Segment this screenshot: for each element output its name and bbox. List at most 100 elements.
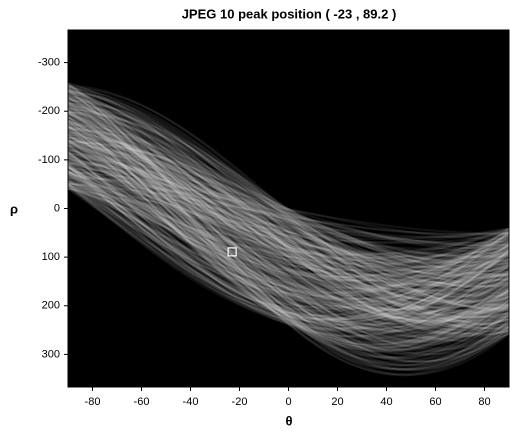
hough-curve bbox=[68, 176, 509, 255]
hough-curve bbox=[68, 129, 509, 301]
hough-curve bbox=[68, 126, 509, 298]
hough-curve bbox=[68, 92, 509, 340]
hough-curve bbox=[68, 161, 509, 264]
hough-curve bbox=[68, 127, 509, 290]
hough-curve bbox=[68, 106, 509, 320]
hough-curve bbox=[68, 162, 509, 287]
hough-curve bbox=[68, 133, 509, 288]
hough-curve bbox=[68, 101, 509, 344]
hough-curve bbox=[68, 105, 509, 312]
y-tick-label: 0 bbox=[54, 202, 60, 214]
hough-curve bbox=[68, 144, 509, 283]
hough-curve bbox=[68, 186, 509, 297]
hough-curve bbox=[68, 132, 509, 316]
hough-curve bbox=[68, 119, 509, 326]
hough-curve bbox=[68, 125, 509, 328]
y-tick-label: -200 bbox=[38, 105, 60, 117]
hough-curve bbox=[68, 85, 509, 337]
hough-curve bbox=[68, 97, 509, 328]
hough-curve bbox=[68, 167, 509, 290]
hough-curve bbox=[68, 138, 509, 326]
hough-curve bbox=[68, 138, 509, 330]
hough-curve bbox=[68, 140, 509, 293]
hough-curve bbox=[68, 156, 509, 283]
hough-curve bbox=[68, 130, 509, 346]
hough-curve bbox=[68, 125, 509, 319]
hough-curve bbox=[68, 104, 509, 359]
hough-curve bbox=[68, 187, 509, 256]
hough-curve bbox=[68, 168, 509, 264]
hough-curve bbox=[68, 125, 509, 297]
hough-curve bbox=[68, 152, 509, 312]
hough-curve bbox=[68, 98, 509, 323]
hough-curve bbox=[68, 111, 509, 306]
hough-curve bbox=[68, 117, 509, 349]
hough-curve bbox=[68, 141, 509, 304]
hough-curve bbox=[68, 150, 509, 330]
hough-curve bbox=[68, 97, 509, 328]
hough-curve bbox=[68, 94, 509, 355]
hough-curve bbox=[68, 132, 509, 300]
hough-curve bbox=[68, 187, 509, 244]
hough-curve bbox=[68, 172, 509, 247]
hough-curve bbox=[68, 176, 509, 321]
hough-curve bbox=[68, 165, 509, 301]
hough-curve bbox=[68, 160, 509, 301]
hough-curve bbox=[68, 102, 509, 355]
hough-curve bbox=[68, 102, 509, 315]
hough-curve bbox=[68, 171, 509, 263]
hough-curve bbox=[68, 182, 509, 235]
hough-curve bbox=[68, 105, 509, 360]
hough-curve bbox=[68, 106, 509, 324]
hough-curve bbox=[68, 186, 509, 308]
hough-curve bbox=[68, 132, 509, 338]
x-tick-label: 0 bbox=[285, 396, 291, 408]
hough-curve bbox=[68, 135, 509, 297]
hough-curve bbox=[68, 113, 509, 322]
hough-curve bbox=[68, 88, 509, 349]
hough-curve bbox=[68, 110, 509, 308]
hough-curve bbox=[68, 116, 509, 321]
hough-curve bbox=[68, 124, 509, 304]
peak-marker bbox=[227, 247, 237, 257]
hough-curve bbox=[68, 123, 509, 347]
hough-curve bbox=[68, 156, 509, 310]
hough-curve bbox=[68, 175, 509, 279]
hough-curve bbox=[68, 86, 509, 331]
hough-curve bbox=[68, 96, 509, 322]
hough-curve bbox=[68, 109, 509, 330]
hough-curve bbox=[68, 117, 509, 303]
hough-curve bbox=[68, 91, 509, 327]
hough-curve bbox=[68, 125, 509, 331]
hough-curve bbox=[68, 168, 509, 321]
hough-curve bbox=[68, 130, 509, 288]
hough-curve bbox=[68, 94, 509, 326]
hough-curve bbox=[68, 119, 509, 315]
hough-curve bbox=[68, 107, 509, 310]
hough-curve bbox=[68, 130, 509, 300]
hough-curve bbox=[68, 162, 509, 323]
hough-curve bbox=[68, 133, 509, 311]
x-tick-label: -40 bbox=[183, 396, 199, 408]
hough-curve bbox=[68, 119, 509, 305]
hough-curve bbox=[68, 181, 509, 289]
hough-curve bbox=[68, 96, 509, 371]
chart-title: JPEG 10 peak position ( -23 , 89.2 ) bbox=[182, 6, 397, 21]
hough-curve bbox=[68, 128, 509, 333]
hough-curve bbox=[68, 134, 509, 311]
hough-curve bbox=[68, 95, 509, 324]
hough-curve bbox=[68, 134, 509, 293]
hough-curve bbox=[68, 182, 509, 322]
hough-curve bbox=[68, 172, 509, 250]
hough-curve bbox=[68, 139, 509, 278]
hough-curve bbox=[68, 145, 509, 286]
hough-curve bbox=[68, 125, 509, 302]
hough-curve bbox=[68, 82, 509, 363]
hough-curve bbox=[68, 92, 509, 326]
hough-curve bbox=[68, 141, 509, 280]
hough-curve bbox=[68, 144, 509, 326]
hough-curve bbox=[68, 122, 509, 329]
hough-curve bbox=[68, 162, 509, 264]
hough-curve bbox=[68, 98, 509, 330]
hough-curve bbox=[68, 142, 509, 284]
